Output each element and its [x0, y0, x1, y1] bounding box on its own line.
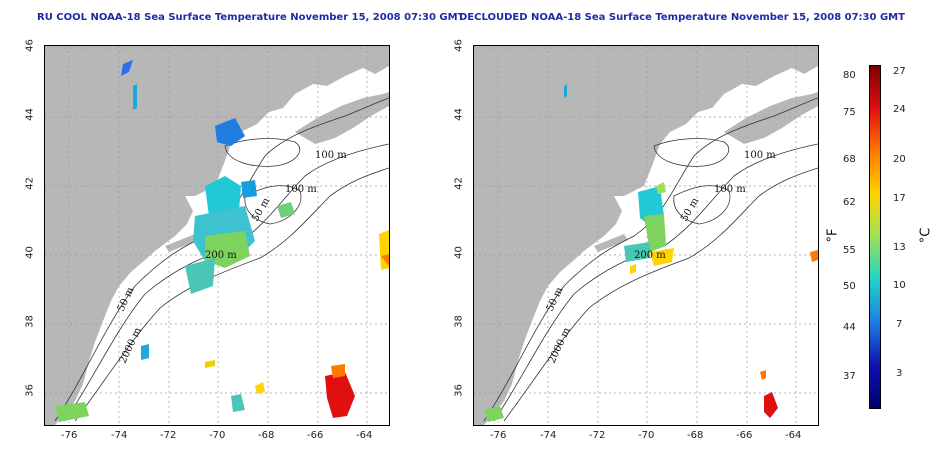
celsius-tick: 13	[893, 242, 906, 253]
left-panel-title: RU COOL NOAA-18 Sea Surface Temperature …	[37, 12, 465, 23]
celsius-tick: 27	[893, 66, 906, 77]
fahrenheit-tick: 68	[843, 154, 856, 165]
sst-patches	[484, 84, 818, 422]
contour-label-100m-middle: 100 m	[714, 184, 746, 195]
left-sst-map: 100 m 100 m 50 m 200 m 50 m 2000 m	[44, 45, 390, 426]
lon-tick: -68	[687, 430, 704, 441]
celsius-tick: 17	[893, 193, 906, 204]
lon-tick: -76	[61, 430, 78, 441]
lon-tick: -74	[540, 430, 557, 441]
right-panel-title: DECLOUDED NOAA-18 Sea Surface Temperatur…	[459, 12, 905, 23]
lat-tick: 38	[453, 315, 465, 328]
long-island-land	[165, 234, 199, 252]
celsius-tick: 20	[893, 154, 906, 165]
contour-label-50m-shoal: 50 m	[250, 196, 272, 224]
fahrenheit-tick: 80	[843, 70, 856, 81]
nova-scotia-land	[295, 92, 389, 144]
lat-tick: 40	[453, 246, 465, 259]
lon-tick: -64	[785, 430, 802, 441]
contour-label-100m-upper: 100 m	[315, 150, 347, 161]
lat-tick: 44	[453, 108, 465, 121]
celsius-unit-label: °C	[918, 227, 934, 244]
long-island-land	[594, 234, 628, 252]
lat-tick: 40	[24, 246, 36, 259]
fahrenheit-tick: 55	[843, 245, 856, 256]
celsius-tick: 24	[893, 104, 906, 115]
fahrenheit-tick: 37	[843, 371, 856, 382]
celsius-tick: 10	[893, 280, 906, 291]
lat-tick: 42	[24, 177, 36, 190]
lat-tick: 42	[453, 177, 465, 190]
contour-label-50m-shoal: 50 m	[679, 196, 701, 224]
land-mass	[45, 46, 389, 425]
lat-tick: 46	[453, 39, 465, 52]
temperature-colorbar	[869, 65, 881, 409]
right-sst-map: 100 m 100 m 50 m 200 m 50 m 2000 m	[473, 45, 819, 426]
lat-tick: 38	[24, 315, 36, 328]
lon-tick: -68	[258, 430, 275, 441]
contour-label-2000m: 2000 m	[547, 326, 573, 366]
fahrenheit-tick: 62	[843, 197, 856, 208]
fahrenheit-unit-label: °F	[825, 228, 841, 243]
lon-tick: -64	[356, 430, 373, 441]
lon-tick: -72	[589, 430, 606, 441]
celsius-tick: 3	[896, 368, 903, 379]
fahrenheit-tick: 44	[843, 322, 856, 333]
celsius-tick: 7	[896, 319, 903, 330]
lon-tick: -66	[736, 430, 753, 441]
lat-tick: 46	[24, 39, 36, 52]
contour-label-2000m: 2000 m	[118, 326, 144, 366]
land-mass	[474, 46, 818, 425]
left-map-svg: 100 m 100 m 50 m 200 m 50 m 2000 m	[45, 46, 389, 425]
lon-tick: -76	[490, 430, 507, 441]
contour-label-200m: 200 m	[205, 250, 237, 261]
lon-tick: -70	[209, 430, 226, 441]
contour-label-100m-middle: 100 m	[285, 184, 317, 195]
lon-tick: -70	[638, 430, 655, 441]
nova-scotia-land	[724, 92, 818, 144]
contour-label-100m-upper: 100 m	[744, 150, 776, 161]
lat-tick: 44	[24, 108, 36, 121]
lat-tick: 36	[453, 384, 465, 397]
grid-lines	[474, 46, 818, 425]
lon-tick: -72	[160, 430, 177, 441]
fahrenheit-tick: 75	[843, 107, 856, 118]
right-map-svg: 100 m 100 m 50 m 200 m 50 m 2000 m	[474, 46, 818, 425]
lon-tick: -66	[307, 430, 324, 441]
lon-tick: -74	[111, 430, 128, 441]
sst-patches	[55, 60, 389, 422]
lat-tick: 36	[24, 384, 36, 397]
contour-label-200m: 200 m	[634, 250, 666, 261]
fahrenheit-tick: 50	[843, 281, 856, 292]
